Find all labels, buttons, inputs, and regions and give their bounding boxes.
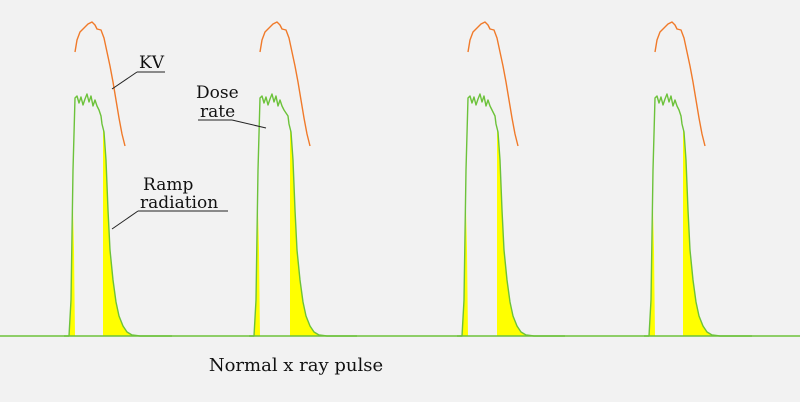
kv-leader-line	[111, 71, 138, 90]
dose-rate-label-line2: rate	[200, 102, 235, 122]
dose-rate-curve-4	[644, 93, 752, 337]
pulse-4	[644, 21, 752, 337]
ramp-fill-right-3	[497, 128, 532, 336]
pulse-group	[64, 21, 752, 337]
kv-label: KV	[139, 53, 165, 73]
pulse-1	[64, 21, 172, 337]
dose-rate-curve-2	[249, 93, 357, 337]
pulse-2	[249, 21, 357, 337]
dose-rate-curve-1	[64, 93, 172, 337]
ramp-radiation-leader-line	[111, 210, 139, 230]
ramp-fill-right-1	[103, 128, 138, 336]
kv-curve-3	[467, 21, 519, 147]
dose-rate-curve-3	[457, 93, 565, 337]
ramp-fill-right-2	[290, 128, 325, 336]
ramp-fill-right-4	[683, 128, 718, 336]
kv-curve-4	[654, 21, 706, 147]
kv-curve-1	[74, 21, 126, 147]
ramp-radiation-label-line1: Ramp	[143, 175, 193, 195]
diagram-caption: Normal x ray pulse	[209, 355, 383, 376]
dose-rate-label-line1: Dose	[196, 83, 239, 103]
ramp-radiation-label-line2: radiation	[140, 193, 218, 213]
pulse-3	[457, 21, 565, 337]
dose-rate-leader-line	[231, 119, 267, 129]
kv-curve-2	[259, 21, 311, 147]
